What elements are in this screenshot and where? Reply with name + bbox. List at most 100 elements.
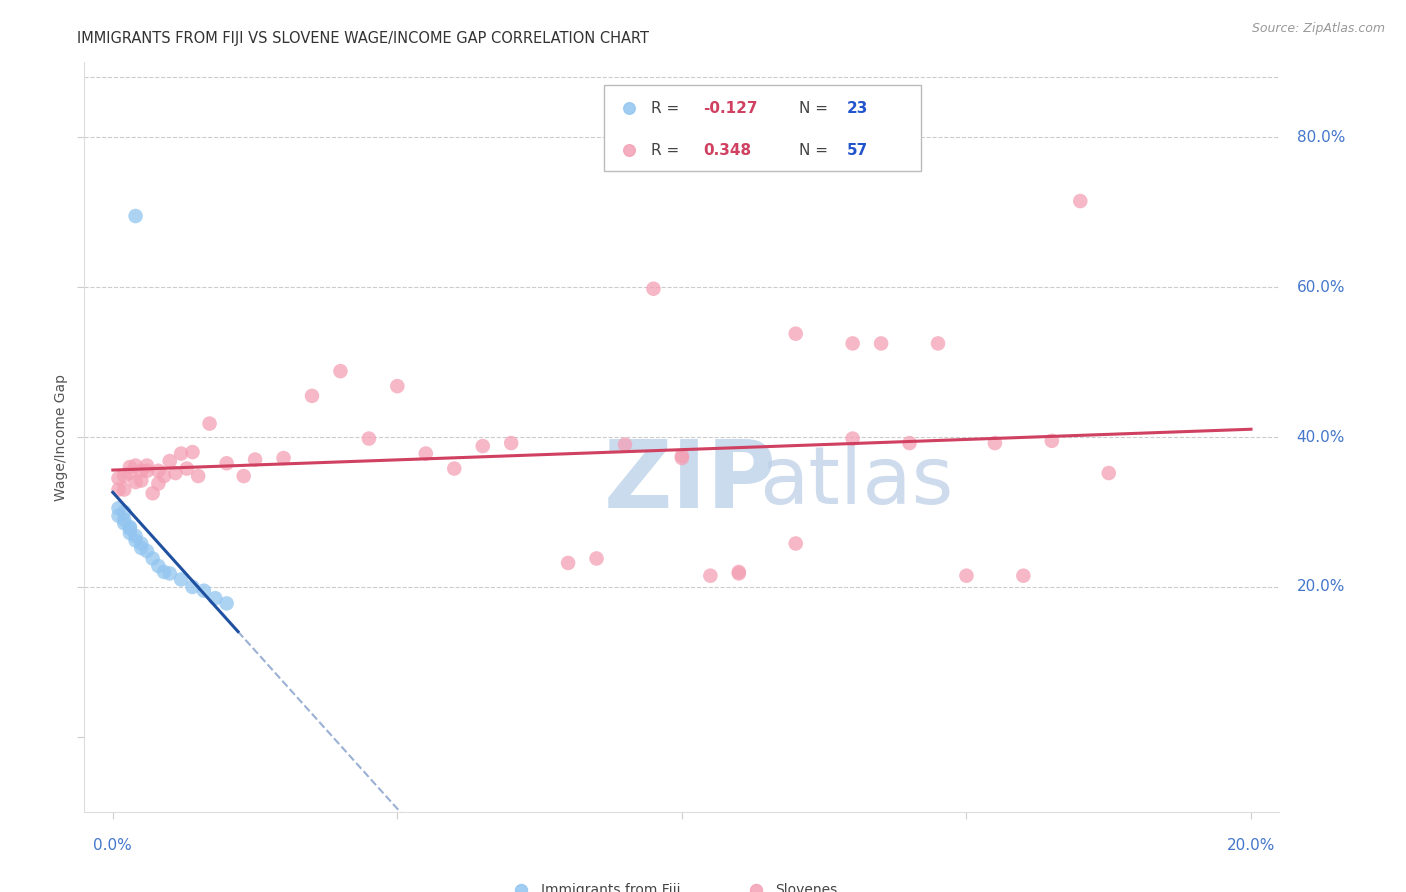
- Y-axis label: Wage/Income Gap: Wage/Income Gap: [55, 374, 69, 500]
- Point: [124, 209, 146, 223]
- Point: [187, 469, 209, 483]
- Point: [142, 486, 165, 500]
- Point: [243, 452, 266, 467]
- Point: [870, 336, 893, 351]
- Point: [176, 461, 198, 475]
- Point: [159, 454, 181, 468]
- Point: [585, 551, 607, 566]
- Point: [112, 505, 135, 519]
- Point: [387, 379, 409, 393]
- Point: [727, 565, 749, 579]
- Text: 0.348: 0.348: [703, 143, 752, 158]
- Point: [785, 326, 807, 341]
- Text: ZIP: ZIP: [605, 436, 778, 528]
- Point: [232, 469, 254, 483]
- Point: [181, 445, 204, 459]
- Point: [898, 436, 921, 450]
- Point: [124, 529, 146, 543]
- Point: [984, 436, 1007, 450]
- Point: [136, 464, 159, 478]
- Text: 80.0%: 80.0%: [1296, 130, 1346, 145]
- Text: 40.0%: 40.0%: [1296, 430, 1346, 444]
- Text: Source: ZipAtlas.com: Source: ZipAtlas.com: [1251, 22, 1385, 36]
- Text: Immigrants from Fiji: Immigrants from Fiji: [541, 883, 681, 892]
- Point: [124, 475, 146, 489]
- Point: [204, 591, 226, 606]
- Text: 20.0%: 20.0%: [1296, 580, 1346, 594]
- Point: [215, 456, 238, 470]
- Text: N =: N =: [799, 101, 828, 116]
- Point: [501, 436, 523, 450]
- Point: [927, 336, 949, 351]
- Point: [107, 483, 129, 497]
- Text: IMMIGRANTS FROM FIJI VS SLOVENE WAGE/INCOME GAP CORRELATION CHART: IMMIGRANTS FROM FIJI VS SLOVENE WAGE/INC…: [77, 31, 650, 46]
- Point: [112, 512, 135, 526]
- Point: [273, 451, 295, 466]
- Point: [170, 446, 193, 460]
- Point: [699, 568, 721, 582]
- Point: [112, 516, 135, 531]
- Text: R =: R =: [651, 143, 679, 158]
- Point: [118, 460, 141, 475]
- Point: [107, 501, 129, 516]
- Point: [129, 536, 152, 550]
- Text: R =: R =: [651, 101, 679, 116]
- Point: [329, 364, 352, 378]
- Point: [129, 541, 152, 555]
- Point: [148, 558, 170, 573]
- Point: [112, 469, 135, 483]
- Point: [198, 417, 221, 431]
- Point: [129, 464, 152, 478]
- Point: [136, 458, 159, 473]
- Point: [107, 471, 129, 485]
- Point: [727, 566, 749, 581]
- Point: [1040, 434, 1063, 448]
- Point: [142, 551, 165, 566]
- Text: 23: 23: [846, 101, 869, 116]
- Point: [357, 432, 380, 446]
- Text: Slovenes: Slovenes: [775, 883, 838, 892]
- Point: [181, 580, 204, 594]
- Point: [955, 568, 977, 582]
- Point: [643, 282, 665, 296]
- Point: [124, 458, 146, 473]
- Text: N =: N =: [799, 143, 828, 158]
- Point: [1069, 194, 1091, 208]
- Point: [301, 389, 323, 403]
- Point: [841, 336, 863, 351]
- Point: [118, 521, 141, 535]
- Point: [118, 466, 141, 480]
- Point: [112, 483, 135, 497]
- Point: [671, 451, 693, 466]
- Point: [136, 544, 159, 558]
- Point: [614, 437, 637, 451]
- Point: [671, 449, 693, 463]
- Point: [159, 566, 181, 581]
- Point: [170, 573, 193, 587]
- Point: [124, 533, 146, 548]
- Point: [148, 464, 170, 478]
- Point: [129, 474, 152, 488]
- Text: 57: 57: [846, 143, 868, 158]
- Point: [1012, 568, 1035, 582]
- Point: [148, 476, 170, 491]
- Point: [165, 466, 187, 480]
- Point: [118, 526, 141, 541]
- Point: [841, 432, 863, 446]
- Point: [443, 461, 465, 475]
- Text: -0.127: -0.127: [703, 101, 758, 116]
- Point: [415, 446, 437, 460]
- Point: [785, 536, 807, 550]
- Point: [153, 469, 176, 483]
- Point: [193, 583, 215, 598]
- Text: 60.0%: 60.0%: [1296, 280, 1346, 294]
- Text: 20.0%: 20.0%: [1227, 838, 1275, 853]
- Point: [107, 508, 129, 523]
- Point: [471, 439, 494, 453]
- Point: [153, 565, 176, 579]
- Point: [118, 520, 141, 534]
- FancyBboxPatch shape: [605, 85, 921, 171]
- Point: [1098, 466, 1121, 480]
- Text: atlas: atlas: [759, 443, 953, 521]
- Point: [215, 596, 238, 610]
